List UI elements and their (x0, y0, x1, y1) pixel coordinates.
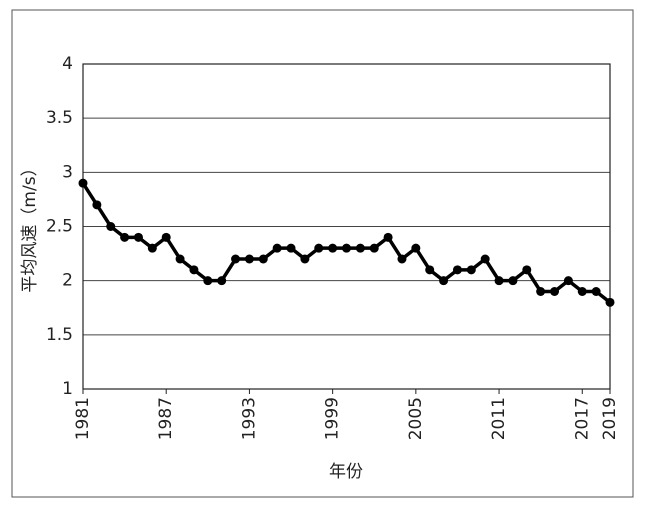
frame (11, 9, 634, 498)
marker (383, 232, 393, 242)
marker (203, 276, 213, 286)
marker (161, 232, 171, 242)
marker (244, 254, 254, 264)
marker (342, 243, 351, 253)
marker (106, 222, 116, 231)
x-tick-label: 1993 (239, 397, 259, 440)
marker (522, 265, 532, 275)
marker (272, 243, 282, 253)
x-tick-label: 2019 (600, 397, 620, 440)
y-tick-label: 1.5 (46, 325, 73, 345)
y-tick-label: 1 (62, 379, 73, 399)
x-tick-label: 1987 (156, 397, 176, 440)
x-tick-label: 2017 (572, 397, 592, 440)
marker (175, 254, 185, 264)
marker (355, 243, 365, 253)
marker (189, 265, 199, 275)
x-tick-label: 2011 (489, 397, 509, 440)
marker (577, 287, 587, 296)
marker (133, 232, 143, 242)
marker (78, 178, 88, 188)
y-tick-label: 3.5 (46, 108, 73, 128)
marker (314, 243, 324, 253)
marker (92, 200, 102, 210)
y-axis-label: 平均风速（m/s） (20, 159, 40, 292)
marker (508, 276, 518, 286)
x-tick-label: 1999 (323, 397, 343, 440)
marker (217, 276, 227, 286)
marker (369, 243, 379, 253)
marker (536, 287, 546, 296)
marker (300, 254, 310, 264)
y-tick-label: 4 (62, 54, 73, 74)
marker (466, 265, 476, 275)
marker (563, 276, 573, 286)
marker (605, 297, 615, 307)
marker (480, 254, 490, 264)
marker (258, 254, 268, 264)
y-tick-label: 2 (62, 271, 73, 291)
marker (286, 243, 296, 253)
marker (328, 243, 338, 253)
y-tick-label: 3 (62, 162, 73, 182)
line (81, 182, 612, 304)
x-tick-label: 2005 (406, 397, 426, 440)
marker (494, 276, 504, 286)
marker (550, 287, 560, 296)
marker (231, 254, 241, 264)
marker (425, 265, 435, 275)
marker (411, 243, 421, 253)
marker (147, 243, 157, 253)
marker (591, 287, 601, 296)
x-axis-label: 年份 (329, 462, 363, 482)
y-tick-label: 2.5 (46, 217, 73, 237)
marker (439, 276, 449, 286)
marker (120, 232, 130, 242)
marker (397, 254, 407, 264)
x-tick-label: 1981 (73, 397, 93, 440)
marker (452, 265, 462, 275)
plot-border (82, 63, 611, 390)
